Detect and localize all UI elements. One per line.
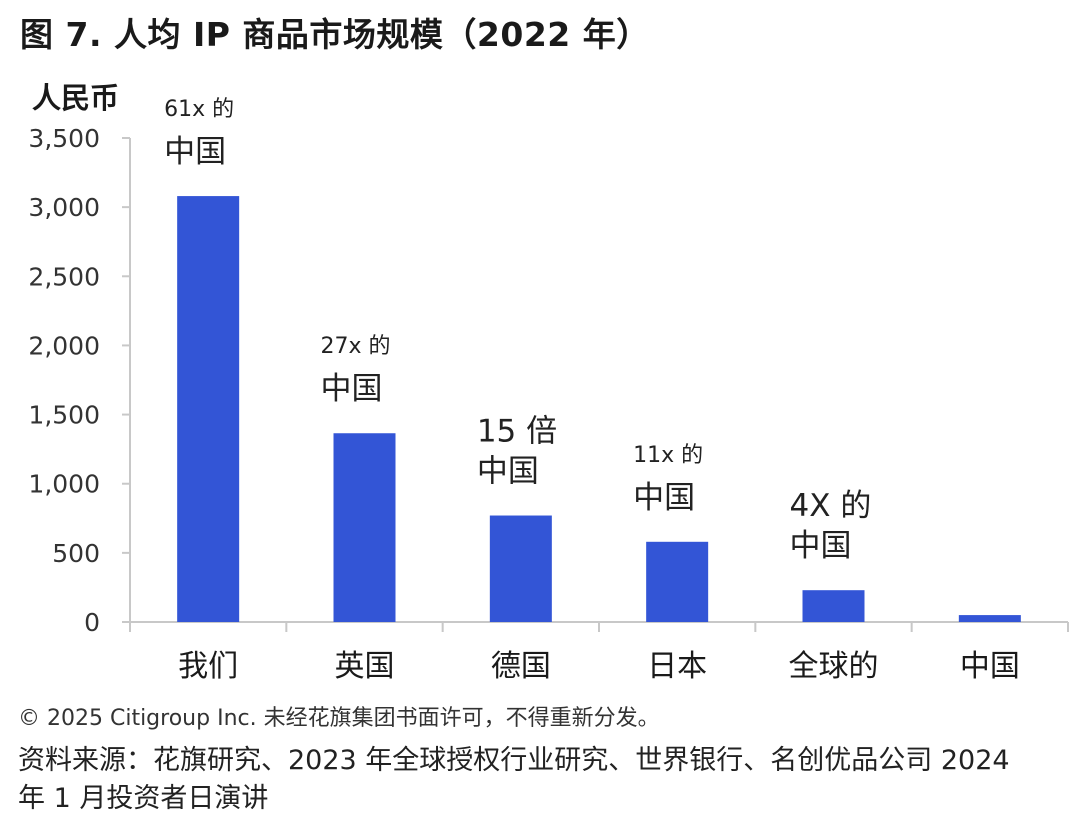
y-tick-label: 500 [52,539,100,568]
bar-annotation-multiple: 27x 的 [321,334,391,359]
bar-annotation-multiple: 11x 的 [633,443,703,468]
x-tick-label: 全球的 [789,649,879,684]
y-axis: 0 500 1,000 1,500 2,000 2,500 3,000 3,500 [28,124,131,637]
x-tick-label: 我们 [178,649,238,684]
x-tick-label: 中国 [960,649,1020,684]
bar-chart: 人民币 0 500 1,000 1,500 2,000 2,500 3,000 3,500 我… [28,81,1069,684]
y-tick-label: 1,500 [28,401,100,430]
bars [177,196,1021,622]
bar-annotation-country: 中国 [633,480,695,516]
y-tick-label: 3,000 [28,193,100,222]
x-tick-label: 英国 [335,649,395,684]
bar-annotation-country: 中国 [790,528,852,564]
y-axis-label: 人民币 [32,81,119,115]
copyright-note: © 2025 Citigroup Inc. 未经花旗集团书面许可，不得重新分发。 [18,706,660,731]
x-tick-label: 德国 [491,649,551,684]
y-tick-label: 3,500 [28,124,100,153]
source-note: 资料来源：花旗研究、2023 年全球授权行业研究、世界银行、名创优品公司 202… [18,745,1010,814]
bar-annotation-country: 中国 [164,134,226,170]
bar [958,615,1021,622]
y-tick-label: 1,000 [28,470,100,499]
bar [489,515,552,622]
bar-annotation-country: 中国 [321,371,383,407]
y-tick-label: 2,000 [28,331,100,360]
bar-annotation-country: 中国 [477,454,539,490]
x-tick-label: 日本 [647,649,707,684]
bar [802,590,865,622]
bar-annotation-multiple: 4X 的 [790,488,872,524]
bar [333,433,396,622]
y-tick-label: 2,500 [28,262,100,291]
bar [177,196,240,622]
bar [646,541,709,622]
bar-annotation-multiple: 61x 的 [164,97,234,122]
bar-annotation-multiple: 15 倍 [477,414,557,450]
bar-chart-svg: 人民币 0 500 1,000 1,500 2,000 2,500 3,000 3,500 我… [28,81,1069,684]
chart-title: 图 7. 人均 IP 商品市场规模（2022 年） [20,15,650,54]
y-tick-label: 0 [84,608,100,637]
x-axis: 我们 英国 德国 日本 全球的 中国 [129,621,1069,684]
